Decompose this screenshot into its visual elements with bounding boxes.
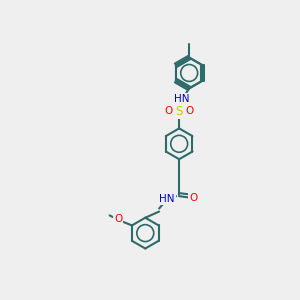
Text: O: O <box>185 106 193 116</box>
Text: O: O <box>114 214 122 224</box>
Text: S: S <box>176 105 183 118</box>
Text: O: O <box>164 106 172 116</box>
Text: HN: HN <box>174 94 189 104</box>
Text: O: O <box>189 193 197 203</box>
Text: HN: HN <box>159 194 175 204</box>
